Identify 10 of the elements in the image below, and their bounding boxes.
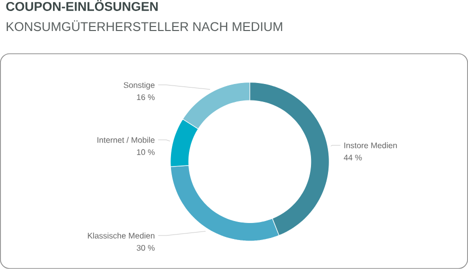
data-label: 44 % (344, 154, 362, 160)
slice-label: Sonstige (124, 82, 155, 90)
data-label: 10 % (137, 149, 155, 156)
data-label: 30 % (136, 245, 155, 251)
slice-label: Klassische Medien (88, 232, 154, 239)
slice-label: Instore Medien (344, 142, 397, 148)
slice-label: Internet / Mobile (98, 136, 155, 143)
chart-title: COUPON-EINLÖSUNGEN (6, 0, 158, 11)
data-label: 16 % (137, 94, 155, 100)
chart-subtitle: KONSUMGÜTERHERSTELLER NACH MEDIUM (6, 20, 282, 32)
